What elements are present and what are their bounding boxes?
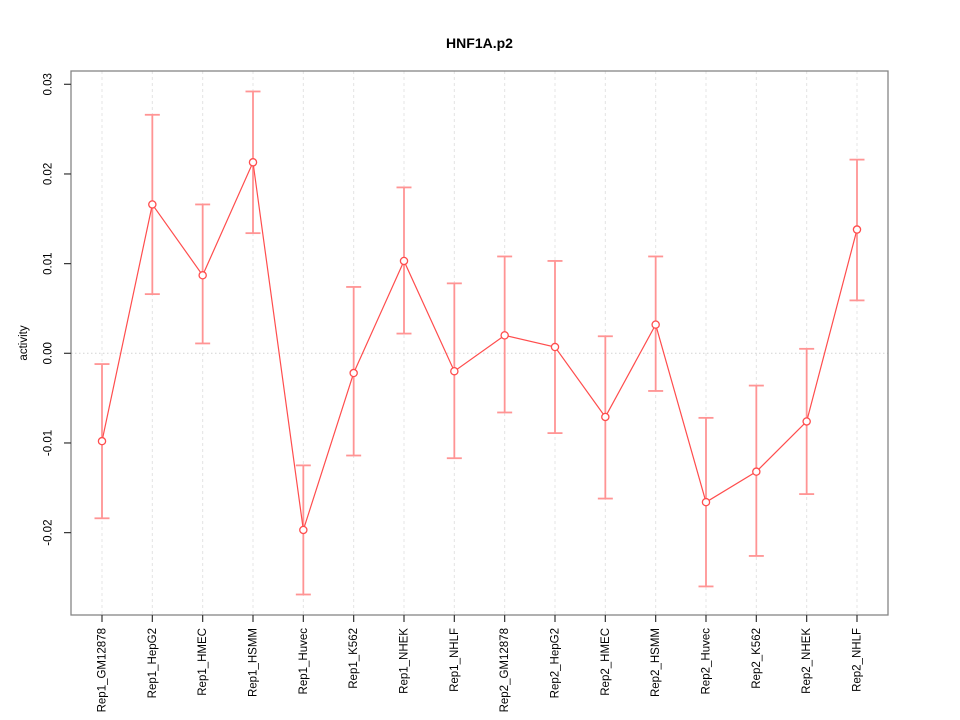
data-point — [450, 366, 459, 376]
data-point — [752, 467, 761, 476]
x-tick-label: Rep2_HMEC — [600, 628, 612, 696]
y-tick-label: -0.01 — [43, 430, 55, 456]
data-point — [601, 412, 610, 422]
x-tick-label: Rep1_K562 — [348, 628, 360, 689]
x-tick-label: Rep2_GM12878 — [499, 628, 511, 712]
x-tick-label: Rep2_NHEK — [801, 628, 813, 694]
chart-title: HNF1A.p2 — [446, 35, 513, 51]
y-axis-label: activity — [18, 325, 30, 360]
x-tick-label: Rep2_Huvec — [700, 628, 712, 695]
data-point — [701, 497, 711, 507]
data-point — [349, 368, 358, 378]
data-point — [299, 525, 308, 535]
y-tick-label: 0.00 — [43, 342, 55, 364]
data-point — [248, 158, 258, 167]
data-point — [198, 271, 207, 280]
data-point — [399, 256, 409, 266]
plot-area: 0.03 0.02 0.01 0.00 -0.01 -0.02 Rep1_GM12878 Re… — [43, 70, 889, 712]
x-tick-label: Rep1_HSMM — [247, 628, 259, 697]
plot-box — [70, 70, 889, 616]
data-point — [550, 342, 560, 352]
x-tick-label: Rep1_GM12878 — [97, 628, 109, 712]
x-tick-label: Rep1_HMEC — [197, 628, 209, 696]
x-tick-label: Rep1_Huvec — [298, 628, 310, 695]
y-tick-label: -0.02 — [43, 520, 55, 546]
data-point — [802, 417, 811, 426]
y-tick-label: 0.02 — [43, 163, 55, 185]
data-point — [148, 200, 157, 209]
data-series-line — [101, 160, 858, 531]
x-tick-label: Rep1_NHEK — [398, 628, 410, 694]
y-tick-label: 0.01 — [43, 252, 55, 274]
data-point — [651, 320, 660, 329]
x-tick-label: Rep1_NHLF — [449, 628, 461, 692]
x-tick-label: Rep2_HSMM — [650, 628, 662, 697]
data-point — [97, 436, 107, 446]
x-tick-label: Rep2_HepG2 — [549, 628, 561, 698]
data-point — [500, 331, 509, 340]
x-tick-label: Rep2_K562 — [751, 628, 763, 689]
x-tick-label: Rep2_NHLF — [851, 628, 863, 692]
x-tick-label: Rep1_HepG2 — [147, 628, 159, 698]
data-point — [852, 225, 862, 234]
y-tick-label: 0.03 — [43, 73, 55, 95]
